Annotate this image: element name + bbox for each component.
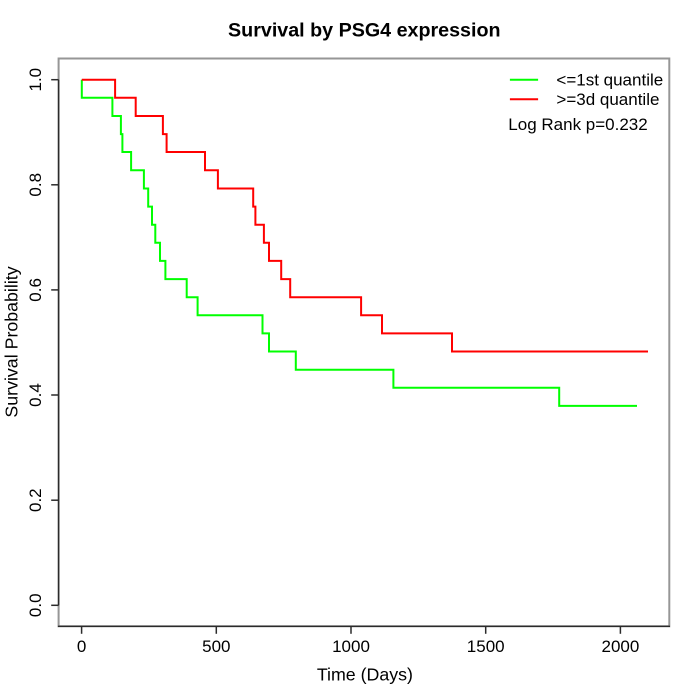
svg-text:2000: 2000 — [601, 637, 639, 656]
svg-text:<=1st quantile: <=1st quantile — [556, 71, 663, 90]
svg-text:500: 500 — [202, 637, 230, 656]
svg-text:0.6: 0.6 — [26, 278, 45, 302]
svg-text:1000: 1000 — [332, 637, 370, 656]
svg-text:Survival by PSG4 expression: Survival by PSG4 expression — [228, 20, 500, 42]
svg-text:0: 0 — [77, 637, 86, 656]
svg-text:0.2: 0.2 — [26, 488, 45, 512]
svg-text:0.4: 0.4 — [26, 383, 45, 407]
svg-text:0.8: 0.8 — [26, 173, 45, 197]
svg-text:1500: 1500 — [467, 637, 505, 656]
svg-text:Log Rank p=0.232: Log Rank p=0.232 — [508, 115, 647, 134]
svg-text:0.0: 0.0 — [26, 593, 45, 617]
svg-text:Survival Probability: Survival Probability — [2, 266, 22, 417]
svg-text:>=3d quantile: >=3d quantile — [556, 90, 659, 109]
svg-text:1.0: 1.0 — [26, 68, 45, 92]
svg-text:Time (Days): Time (Days) — [317, 665, 413, 685]
